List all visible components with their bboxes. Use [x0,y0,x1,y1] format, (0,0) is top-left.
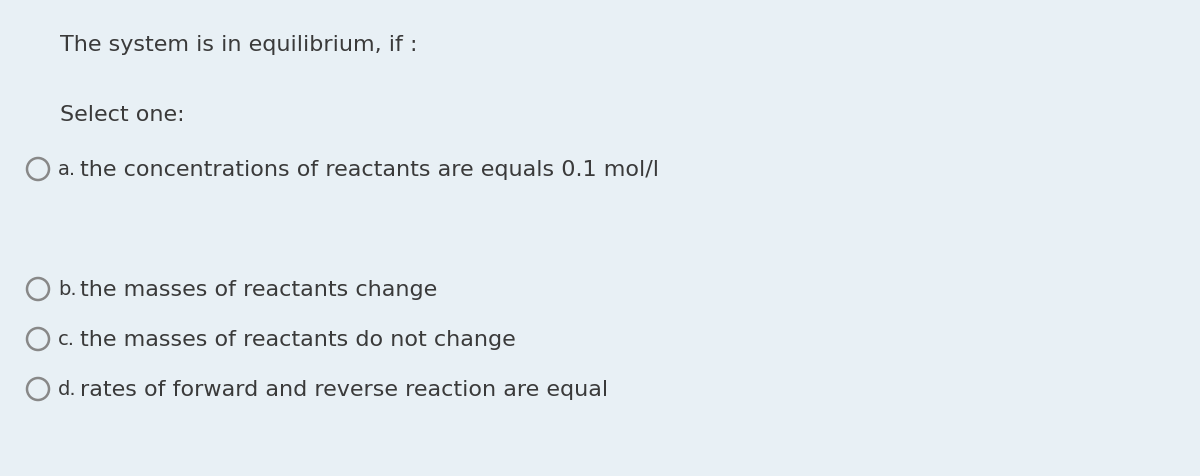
Text: a.: a. [58,160,76,179]
Text: the concentrations of reactants are equals 0.1 mol/l: the concentrations of reactants are equa… [80,159,659,179]
Text: rates of forward and reverse reaction are equal: rates of forward and reverse reaction ar… [80,379,608,399]
Text: Select one:: Select one: [60,105,185,125]
Text: The system is in equilibrium, if :: The system is in equilibrium, if : [60,35,418,55]
Text: d.: d. [58,380,77,399]
Text: the masses of reactants change: the masses of reactants change [80,279,437,299]
Text: the masses of reactants do not change: the masses of reactants do not change [80,329,516,349]
Text: c.: c. [58,330,74,349]
Text: b.: b. [58,280,77,299]
